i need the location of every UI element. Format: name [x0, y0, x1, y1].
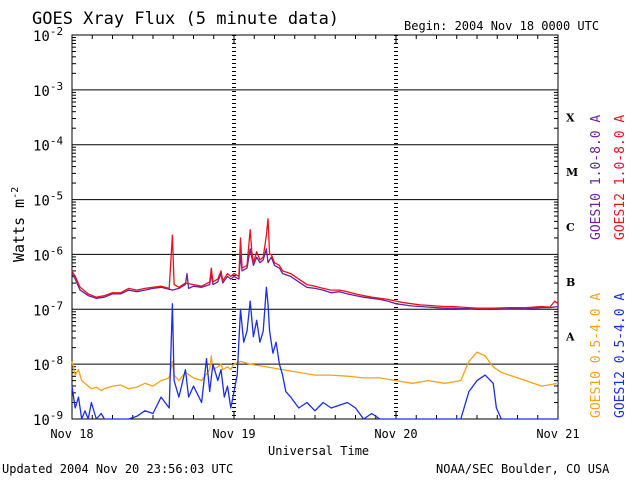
x-axis-title: Universal Time	[268, 444, 369, 458]
flare-class-label: C	[566, 221, 575, 234]
series-line-2	[71, 218, 559, 309]
legend-label-4: GOES12 0.5-4.0 A	[613, 293, 628, 418]
series-line-3	[71, 351, 559, 392]
flare-class-label: B	[566, 276, 575, 289]
begin-label: Begin: 2004 Nov 18 0000 UTC	[404, 19, 599, 33]
tick-layer	[71, 35, 559, 419]
flare-class-label: A	[565, 331, 575, 344]
x-tick-label: Nov 20	[374, 427, 417, 441]
series-line-4	[71, 286, 558, 420]
source-label: NOAA/SEC Boulder, CO USA	[436, 462, 610, 476]
y-tick-label: 10-8	[33, 354, 63, 374]
svg-text:Watts m-2: Watts m-2	[10, 187, 28, 262]
flare-class-label: M	[566, 166, 578, 179]
y-axis-title-base: Watts m	[10, 199, 28, 262]
y-axis-title: Watts m-2	[10, 187, 28, 262]
y-tick-label: 10-5	[33, 190, 63, 210]
chart-title: GOES Xray Flux (5 minute data)	[32, 9, 339, 29]
grid-layer	[72, 35, 558, 419]
label-layer: 10-9 10-8 10-7 10-6 10-5 10-4 10-3 10-2 Nov 18 No…	[33, 25, 628, 441]
legend-label-3: GOES10 0.5-4.0 A	[589, 293, 604, 418]
y-axis-title-exp: -2	[10, 187, 21, 199]
legend-label-2: GOES12 1.0-8.0 A	[613, 115, 628, 240]
y-tick-label: 10-3	[33, 80, 63, 100]
x-tick-label: Nov 18	[50, 427, 93, 441]
y-tick-label: 10-7	[33, 299, 63, 319]
flare-class-label: X	[566, 111, 575, 124]
series-line-1	[71, 248, 559, 310]
x-tick-label: Nov 19	[212, 427, 255, 441]
y-tick-label: 10-4	[33, 135, 63, 155]
y-tick-label: 10-2	[33, 25, 63, 45]
y-tick-label: 10-6	[33, 244, 63, 264]
updated-label: Updated 2004 Nov 20 23:56:03 UTC	[2, 462, 233, 476]
series-layer	[71, 218, 559, 420]
x-tick-label: Nov 21	[536, 427, 579, 441]
plot-frame	[71, 34, 559, 420]
legend-label-1: GOES10 1.0-8.0 A	[589, 115, 604, 240]
y-tick-label: 10-9	[33, 409, 63, 429]
